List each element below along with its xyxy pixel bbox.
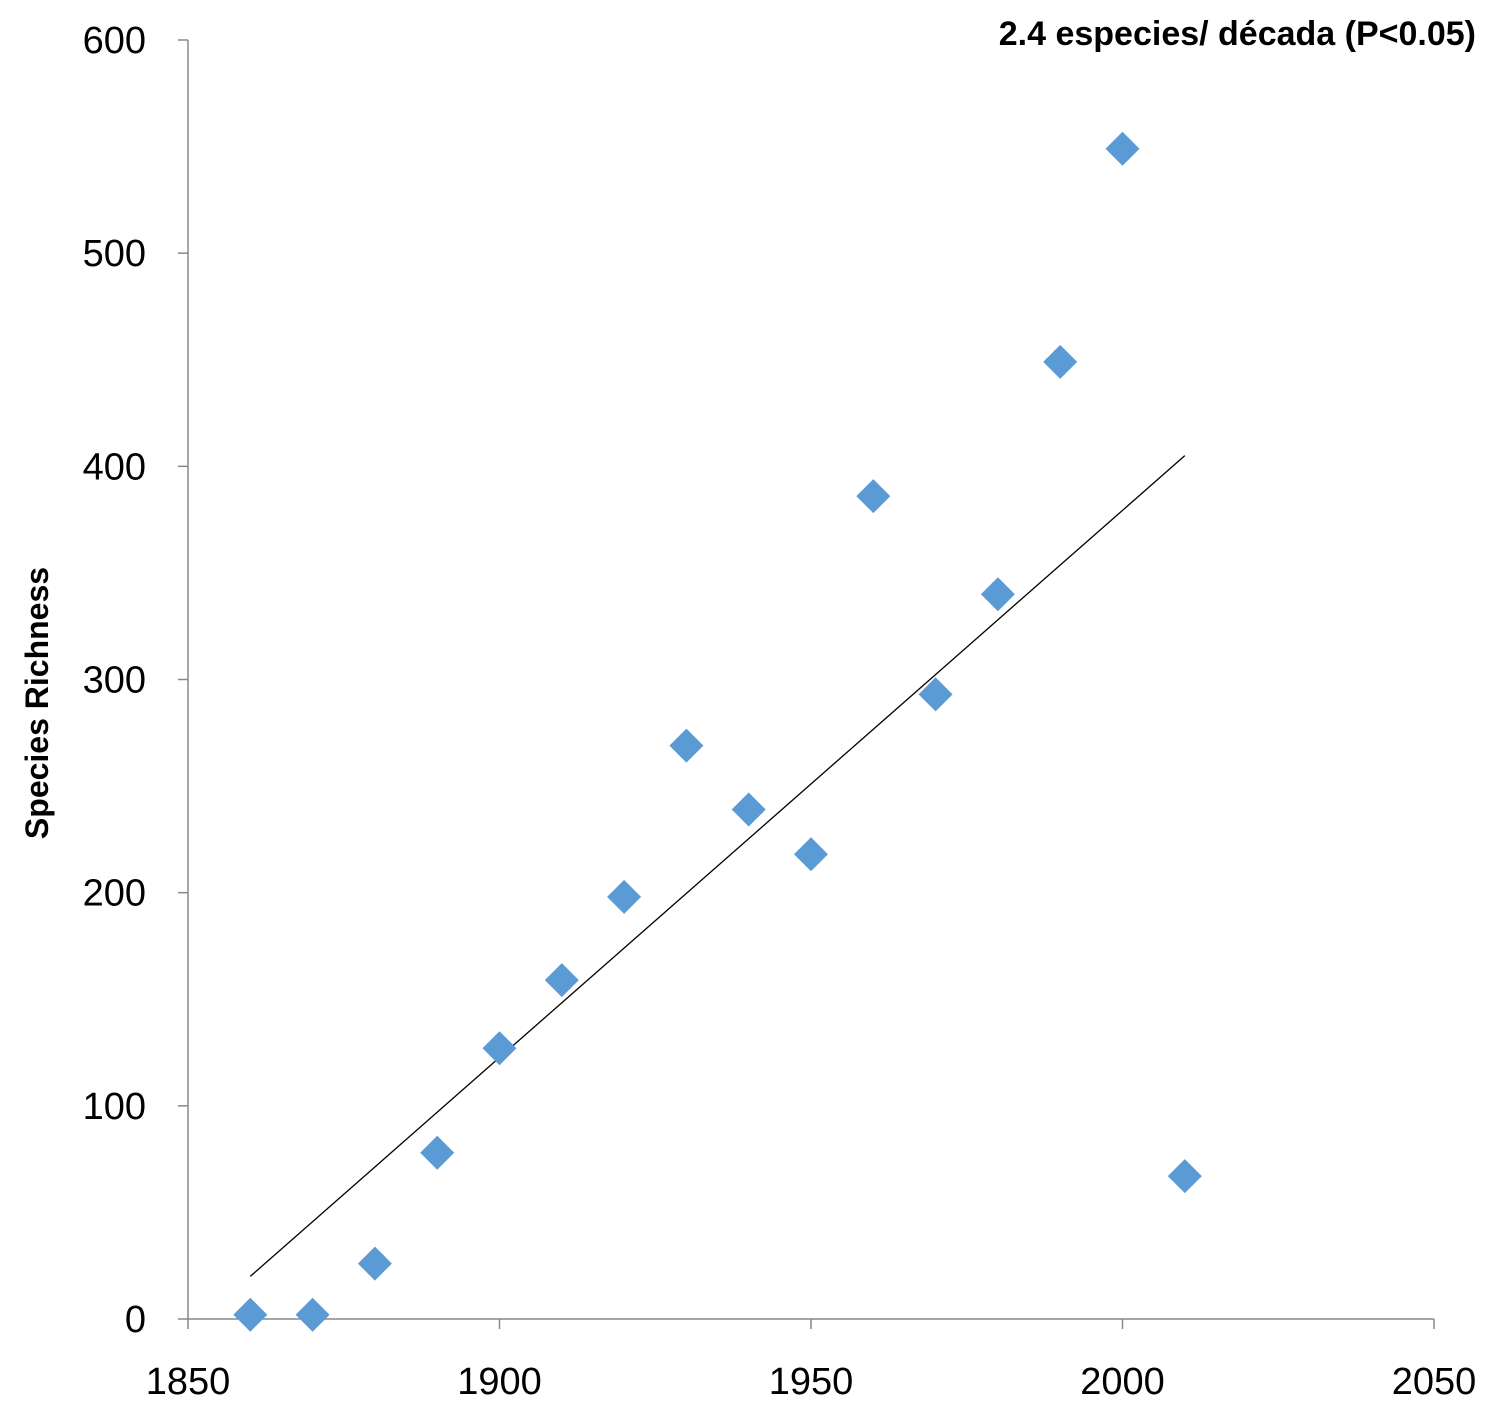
tick-labels: 0 100 200 300 400 500 600 1850 1900 1950 2000 2050 xyxy=(83,20,1477,1403)
data-point-1860 xyxy=(233,1297,268,1332)
trend-annotation: 2.4 especies/ década (P<0.05) xyxy=(999,15,1476,53)
data-point-1990 xyxy=(1043,344,1078,379)
data-point-1960 xyxy=(856,479,891,514)
trendline xyxy=(249,455,1186,1277)
data-point-1930 xyxy=(669,728,704,763)
x-tick-label: 1900 xyxy=(457,1361,542,1403)
data-point-1920 xyxy=(607,879,642,914)
data-point-2000 xyxy=(1105,131,1140,166)
x-tick-label: 1850 xyxy=(146,1361,231,1403)
data-point-1890 xyxy=(420,1135,455,1170)
data-point-1870 xyxy=(295,1297,330,1332)
y-tick-label: 200 xyxy=(83,873,146,915)
data-point-1900 xyxy=(482,1031,517,1066)
y-tick-label: 400 xyxy=(83,446,146,488)
x-tick-label: 2000 xyxy=(1080,1361,1165,1403)
y-tick-label: 500 xyxy=(83,233,146,275)
data-point-1880 xyxy=(357,1246,392,1281)
data-point-1910 xyxy=(544,963,579,998)
x-tick-label: 2050 xyxy=(1392,1361,1477,1403)
data-point-1940 xyxy=(731,792,766,827)
x-tick-label: 1950 xyxy=(769,1361,854,1403)
data-point-2010 xyxy=(1167,1159,1202,1194)
data-points xyxy=(233,131,1202,1332)
y-tick-label: 300 xyxy=(83,660,146,702)
y-tick-label: 600 xyxy=(83,20,146,62)
y-tick-label: 100 xyxy=(83,1086,146,1128)
y-tick-label: 0 xyxy=(125,1299,146,1341)
y-axis-title: Species Richness xyxy=(19,567,55,839)
data-point-1980 xyxy=(980,577,1015,612)
data-point-1950 xyxy=(794,837,828,872)
axes xyxy=(178,39,1435,1329)
trendline-layer xyxy=(249,455,1186,1277)
data-point-1970 xyxy=(918,677,953,712)
